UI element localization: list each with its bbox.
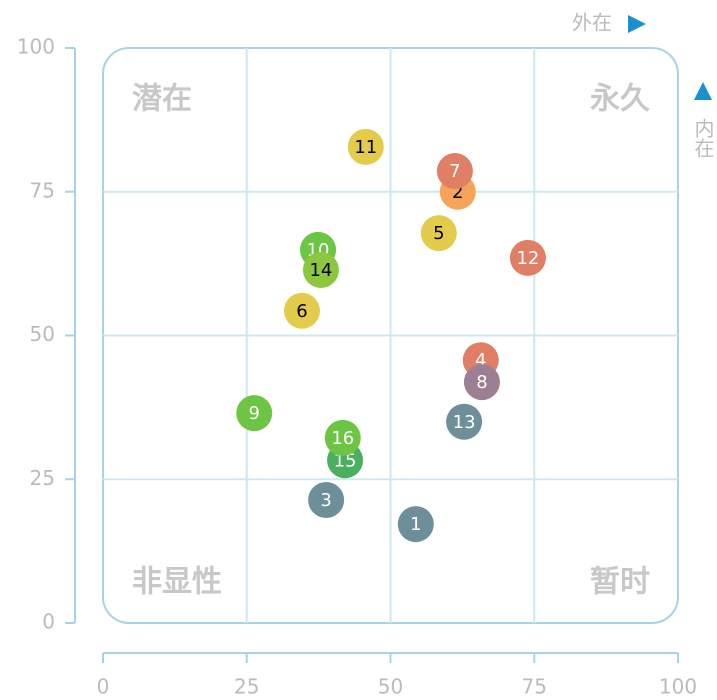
point-label: 13	[453, 412, 476, 433]
y-tick-label: 0	[42, 610, 55, 634]
x-arrow	[628, 15, 646, 33]
y-tick-label: 100	[17, 35, 55, 59]
y-tick-label: 75	[30, 178, 55, 202]
point-label: 14	[309, 260, 332, 281]
point-label: 9	[248, 403, 259, 424]
quadrant-label: 永久	[590, 82, 650, 117]
x-tick-label: 75	[522, 675, 547, 699]
point-label: 6	[296, 301, 307, 322]
point	[236, 395, 273, 432]
point-label: 2	[452, 182, 463, 203]
y-arrow	[694, 82, 712, 100]
point	[347, 128, 384, 165]
point-label: 12	[516, 248, 539, 269]
point	[397, 506, 434, 543]
point-label: 7	[449, 161, 460, 182]
x-axis-label: 外在	[572, 11, 612, 35]
point-label: 5	[433, 223, 444, 244]
point	[283, 292, 320, 329]
point	[509, 239, 546, 276]
point	[420, 215, 457, 252]
quadrant-label: 非显性	[132, 565, 222, 600]
point	[463, 364, 500, 401]
point-label: 11	[354, 137, 377, 158]
y-tick-label: 25	[30, 466, 55, 490]
point-label: 16	[331, 428, 354, 449]
point	[324, 419, 361, 456]
point-label: 15	[334, 450, 357, 471]
point-label: 4	[475, 350, 486, 371]
point	[436, 153, 473, 190]
point	[302, 251, 339, 288]
point-label: 8	[476, 372, 487, 393]
quadrant-label: 暂时	[590, 565, 650, 600]
y-tick-label: 50	[30, 322, 55, 346]
point	[308, 481, 345, 518]
y-axis-label: 内在	[691, 118, 715, 158]
x-tick-label: 25	[234, 675, 259, 699]
x-tick-label: 50	[378, 675, 403, 699]
point	[446, 403, 483, 440]
point-label: 3	[320, 490, 331, 511]
point-label: 1	[410, 514, 421, 535]
x-tick-label: 100	[659, 675, 697, 699]
quadrant-label: 潜在	[132, 82, 192, 117]
x-tick-label: 0	[97, 675, 110, 699]
